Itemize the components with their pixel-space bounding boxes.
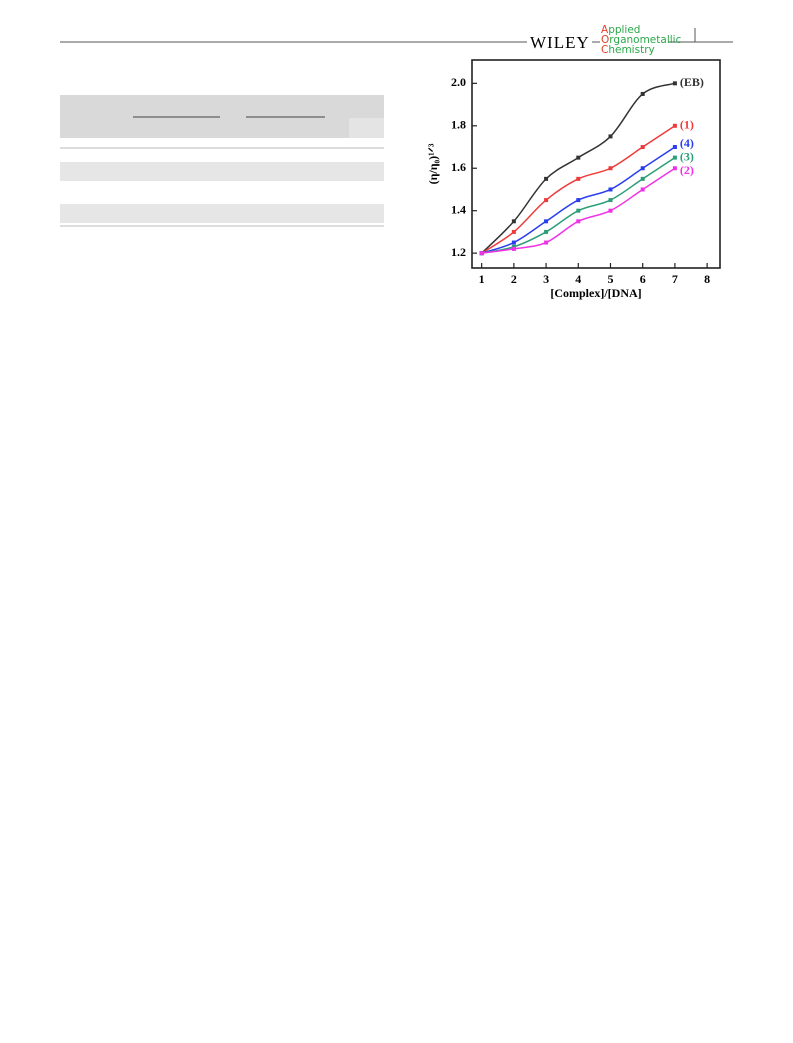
data-point [511,246,516,251]
data-point [511,244,516,249]
x-tick-label: 2 [511,272,517,286]
data-point [672,145,677,150]
y-tick-label: 1.2 [451,245,466,259]
data-point [576,219,581,224]
publisher: WILEY [530,33,590,52]
data-point [608,166,613,171]
data-point [672,155,677,160]
data-point [544,229,549,234]
data-point [511,219,516,224]
data-point [576,198,581,203]
data-point [576,155,581,160]
data-point [640,176,645,181]
data-point [640,145,645,150]
data-point [544,176,549,181]
x-tick-label: 5 [607,272,613,286]
data-point [544,219,549,224]
data-point [511,240,516,245]
data-point [672,166,677,171]
journal-word: Chemistry [601,44,655,56]
series-label: (4) [680,136,694,150]
data-point [544,198,549,203]
data-point [672,81,677,86]
data-point [640,91,645,96]
data-point [672,123,677,128]
x-tick-label: 7 [672,272,678,286]
data-point [479,251,484,256]
y-tick-label: 1.6 [451,160,466,174]
y-tick-label: 1.8 [451,118,466,132]
series-label: (3) [680,149,694,163]
x-tick-label: 1 [479,272,485,286]
chart: [Complex]/[DNA] (η/η₀)¹ᐟ³ 1 2 3 4 5 6 7 8 1.2 1.4… [426,59,721,300]
x-axis-label: [Complex]/[DNA] [550,286,641,300]
y-tick-label: 1.4 [451,202,466,216]
journal-word: Organometallic [601,34,682,46]
y-axis-label: (η/η₀)¹ᐟ³ [426,143,440,184]
data-point [576,208,581,213]
series-label: (2) [680,163,694,177]
data-point [576,176,581,181]
x-tick-label: 4 [575,272,581,286]
data-point [640,187,645,192]
series-label: (EB) [680,75,704,89]
plot-frame [471,59,721,269]
series-line [481,125,676,254]
journal-word: Applied [601,24,641,36]
data-point [640,166,645,171]
journal-logo: Applied Organometallic Chemistry [601,24,682,56]
data-point [608,198,613,203]
y-tick-label: 2.0 [451,75,466,89]
data-point [544,240,549,245]
series-line [481,157,676,254]
data-point [608,208,613,213]
series-label: (1) [680,118,694,132]
x-tick-label: 8 [704,272,710,286]
series-line [481,82,676,254]
data-point [608,134,613,139]
x-tick-label: 3 [543,272,549,286]
x-tick-label: 6 [640,272,646,286]
data-point [608,187,613,192]
layout [60,28,733,227]
data-point [511,229,516,234]
